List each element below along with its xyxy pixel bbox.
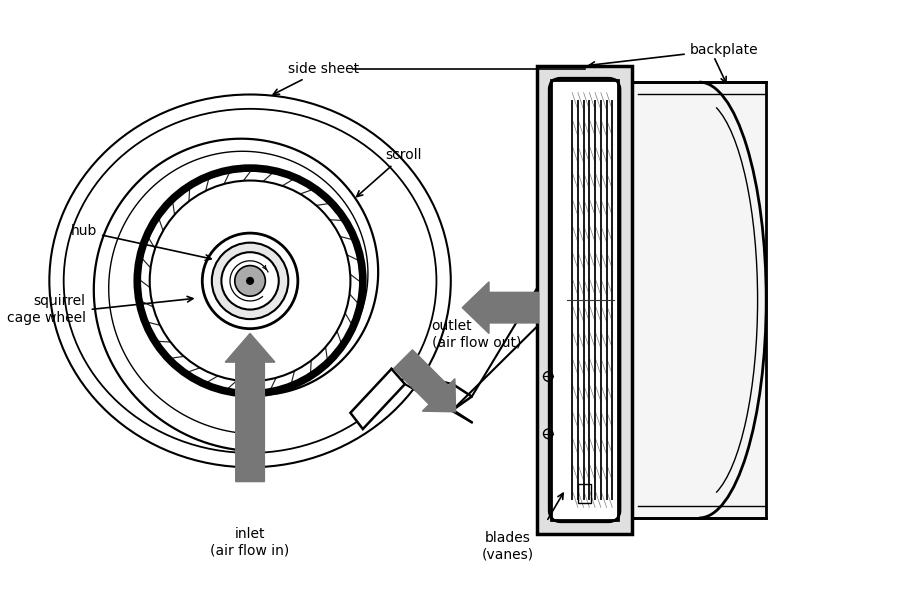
Bar: [551, 80, 618, 520]
FancyArrow shape: [463, 282, 539, 334]
Text: squirrel
cage wheel: squirrel cage wheel: [6, 295, 85, 325]
Text: hub: hub: [71, 224, 211, 260]
Bar: [536, 66, 633, 534]
Ellipse shape: [212, 242, 288, 319]
Polygon shape: [350, 369, 405, 429]
Text: scroll: scroll: [356, 148, 422, 197]
Text: inlet
(air flow in): inlet (air flow in): [211, 527, 290, 557]
Ellipse shape: [247, 278, 254, 284]
Ellipse shape: [164, 195, 336, 367]
FancyArrow shape: [393, 350, 455, 412]
Text: outlet
(air flow out): outlet (air flow out): [432, 319, 521, 349]
Text: backplate: backplate: [590, 43, 759, 67]
Text: side sheet: side sheet: [274, 62, 359, 94]
Bar: [633, 82, 766, 518]
FancyArrow shape: [225, 334, 274, 482]
Ellipse shape: [235, 266, 266, 296]
Ellipse shape: [149, 181, 350, 381]
Ellipse shape: [138, 168, 363, 394]
Bar: [578, 484, 591, 503]
Ellipse shape: [221, 252, 279, 310]
Ellipse shape: [202, 233, 298, 329]
Text: blades
(vanes): blades (vanes): [482, 532, 535, 562]
